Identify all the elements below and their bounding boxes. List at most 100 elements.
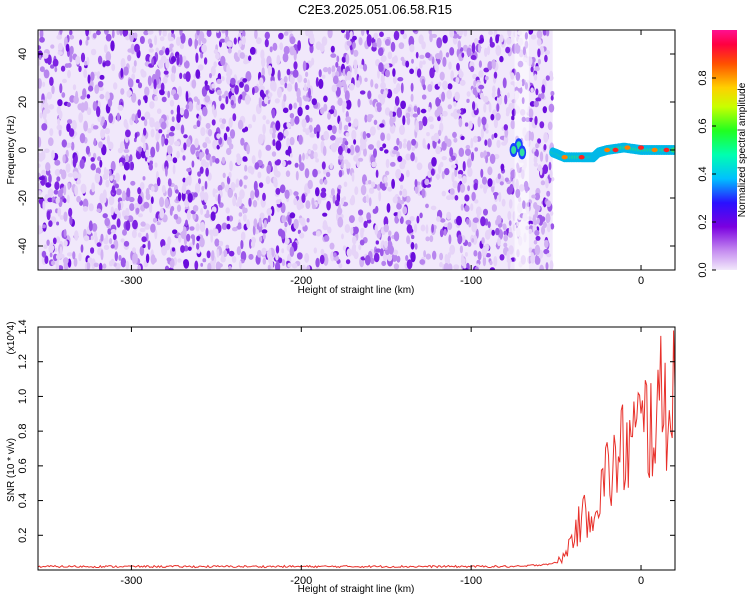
noise-blob [205,167,209,177]
noise-blob [263,219,267,228]
noise-blob [530,252,534,257]
noise-blob [464,194,470,202]
noise-blob [83,69,88,78]
noise-blob [306,218,310,223]
snr-frame [37,326,676,571]
noise-blob [98,262,103,270]
y-tick-label: 1.0 [17,389,29,404]
noise-blob [441,190,446,197]
noise-blob [331,84,338,93]
noise-blob [395,168,402,179]
noise-blob [348,122,352,127]
noise-blob [170,125,176,132]
noise-blob [85,30,89,37]
noise-blob [114,208,119,214]
noise-blob [78,112,84,123]
noise-blob [200,262,204,267]
noise-blob [116,218,121,228]
noise-blob [272,139,276,147]
noise-blob [402,115,406,126]
noise-blob [201,159,207,167]
noise-blob [293,61,298,70]
y-tick-label: 0.6 [17,458,29,473]
noise-blob [480,37,484,43]
y-tick-label: 0.4 [17,493,29,508]
noise-blob [406,235,411,245]
noise-blob [437,81,442,87]
noise-blob [550,95,554,101]
noise-blob [420,224,426,232]
noise-blob [131,73,136,80]
noise-blob [477,116,481,128]
noise-blob [119,162,123,167]
signal-peak [624,145,631,150]
noise-blob [112,233,117,241]
noise-blob [376,37,382,48]
noise-blob [442,110,448,117]
noise-blob [423,250,426,258]
noise-blob [186,233,191,242]
noise-blob [226,41,233,47]
noise-blob [48,104,55,110]
noise-blob [327,124,333,131]
noise-blob [466,47,472,57]
noise-blob [105,91,110,102]
noise-blob [373,32,379,40]
noise-blob [54,168,61,177]
noise-blob [442,34,448,44]
noise-blob [441,171,445,180]
noise-blob [480,92,484,100]
noise-blob [207,129,213,137]
noise-blob [42,81,46,88]
noise-blob [145,193,151,201]
noise-blob [139,182,145,190]
noise-blob [238,30,243,34]
noise-blob [147,38,152,45]
noise-blob [508,199,513,209]
noise-blob [478,70,484,78]
noise-blob [444,253,448,264]
noise-blob [142,244,146,249]
noise-blob [530,34,537,40]
noise-blob [443,223,448,228]
noise-blob [279,78,285,86]
noise-blob [144,95,148,104]
noise-blob [163,70,169,75]
noise-blob [132,253,136,264]
noise-blob [549,169,553,179]
noise-blob [349,144,355,156]
noise-blob [392,68,396,77]
noise-blob [166,133,170,139]
noise-blob [477,251,482,261]
noise-blob [446,211,452,220]
x-tick-label: 0 [638,575,644,587]
noise-blob [414,243,418,250]
noise-blob [447,83,453,90]
noise-blob [353,226,359,235]
noise-blob [237,119,244,130]
noise-blob [63,198,67,204]
noise-blob [545,177,549,189]
noise-blob [428,30,432,35]
noise-blob [398,42,405,50]
noise-blob [199,192,203,197]
noise-blob [49,76,54,86]
noise-blob [252,225,256,236]
noise-blob [100,128,106,139]
noise-blob [102,62,106,67]
noise-blob [382,55,386,61]
noise-blob [405,195,411,203]
signal-peak [604,147,611,153]
noise-blob [481,116,487,126]
noise-blob [451,155,456,161]
noise-blob [502,223,507,230]
noise-blob [137,232,142,238]
noise-blob [196,235,201,242]
noise-blob [427,116,434,123]
noise-blob [125,260,130,270]
noise-blob [97,55,103,65]
noise-blob [410,152,415,162]
noise-blob [63,184,67,196]
noise-blob [48,173,52,184]
noise-blob [499,55,504,63]
